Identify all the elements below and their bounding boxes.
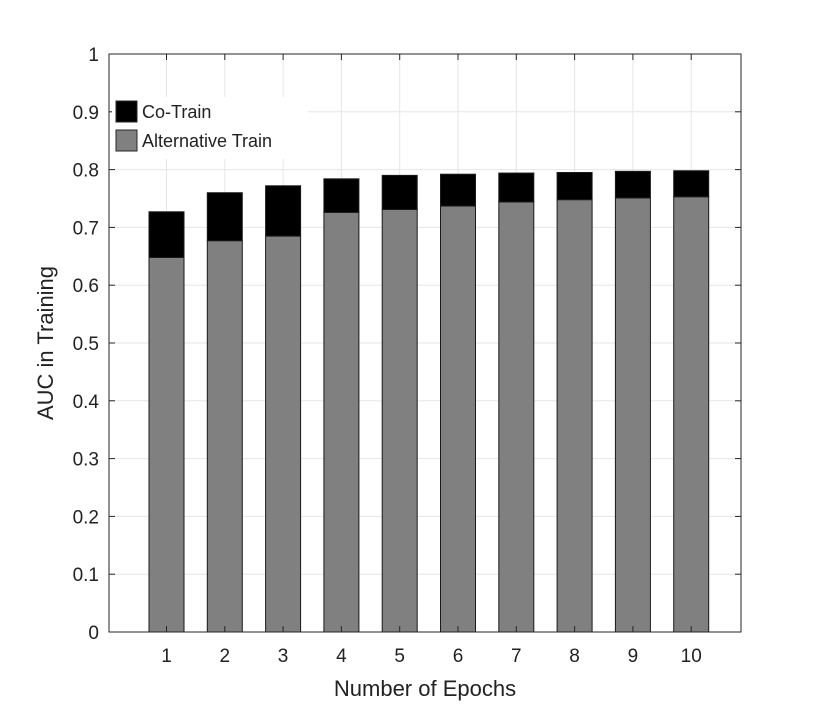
y-tick-label: 0.6 — [73, 276, 99, 297]
legend-background — [112, 97, 308, 159]
x-tick-label: 7 — [511, 646, 522, 667]
legend-swatch-co-train — [115, 100, 138, 123]
y-tick-label: 0.3 — [73, 450, 99, 471]
bar-co-train-epoch-7 — [498, 172, 535, 203]
y-tick-label: 1 — [88, 45, 99, 66]
y-axis-label: AUC in Training — [33, 266, 58, 420]
x-tick-label: 3 — [278, 646, 289, 667]
x-tick-label: 6 — [453, 646, 464, 667]
x-tick-label: 2 — [220, 646, 231, 667]
bar-co-train-epoch-10 — [673, 170, 710, 198]
x-tick-label: 4 — [336, 646, 347, 667]
legend-swatch-alternative-train — [115, 129, 138, 152]
x-tick-label: 10 — [681, 646, 702, 667]
bar-alternative-train-epoch-6 — [440, 205, 476, 633]
bar-alternative-train-epoch-9 — [614, 197, 651, 633]
bar-alternative-train-epoch-1 — [148, 256, 185, 633]
y-tick-label: 0.2 — [73, 507, 99, 528]
x-axis-label: Number of Epochs — [334, 676, 516, 701]
bar-alternative-train-epoch-4 — [323, 211, 360, 633]
y-tick-label: 0.1 — [73, 565, 99, 586]
x-tick-label: 9 — [628, 646, 639, 667]
bar-alternative-train-epoch-8 — [556, 199, 593, 633]
y-tick-label: 0.4 — [73, 392, 100, 413]
bar-co-train-epoch-8 — [556, 171, 593, 201]
bars — [148, 170, 710, 633]
bar-alternative-train-epoch-5 — [381, 208, 418, 633]
bar-co-train-epoch-2 — [206, 192, 243, 242]
bar-co-train-epoch-6 — [440, 173, 476, 207]
bar-co-train-epoch-5 — [381, 174, 418, 210]
y-tick-labels: 0 0.1 0.2 0.3 0.4 0.5 0.6 0.7 0.8 0.9 1 — [73, 45, 100, 644]
y-tick-label: 0 — [88, 623, 99, 644]
legend-label-co-train: Co-Train — [142, 102, 211, 122]
bar-alternative-train-epoch-7 — [498, 201, 535, 633]
x-tick-label: 5 — [394, 646, 405, 667]
bar-alternative-train-epoch-3 — [265, 235, 302, 633]
bar-co-train-epoch-9 — [614, 170, 651, 199]
y-tick-label: 0.8 — [73, 161, 99, 182]
bar-alternative-train-epoch-2 — [206, 240, 243, 633]
legend: Co-Train Alternative Train — [112, 97, 308, 159]
legend-label-alternative-train: Alternative Train — [142, 131, 272, 151]
y-tick-label: 0.9 — [73, 103, 99, 124]
x-tick-labels: 1 2 3 4 5 6 7 8 9 10 — [161, 646, 702, 667]
bar-alternative-train-epoch-10 — [673, 196, 710, 633]
bar-co-train-epoch-3 — [265, 185, 302, 237]
x-tick-label: 1 — [161, 646, 172, 667]
y-tick-label: 0.7 — [73, 218, 99, 239]
x-tick-label: 8 — [569, 646, 580, 667]
bar-co-train-epoch-1 — [148, 211, 185, 258]
y-tick-label: 0.5 — [73, 334, 99, 355]
bar-co-train-epoch-4 — [323, 178, 360, 213]
